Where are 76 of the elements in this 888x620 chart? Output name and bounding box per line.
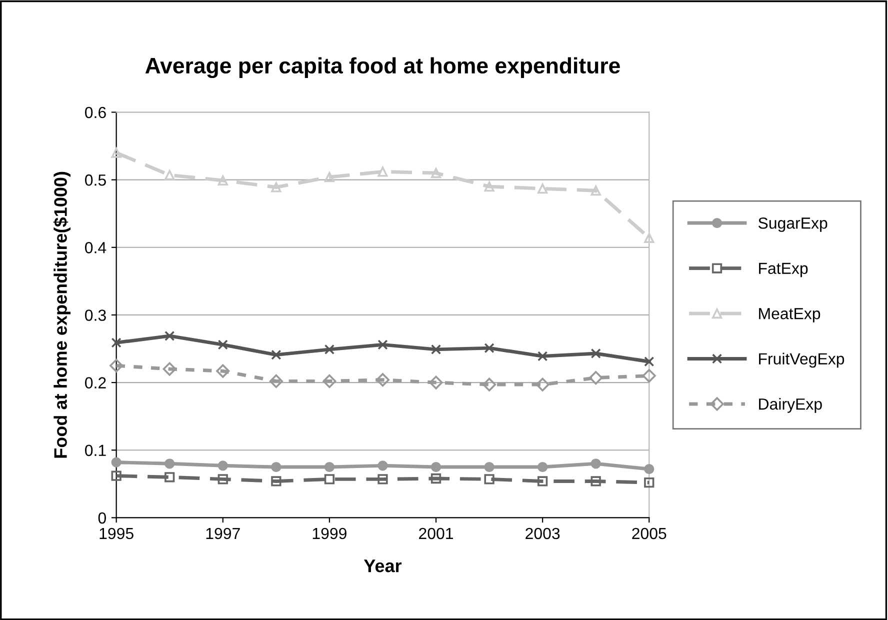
point [430, 462, 442, 472]
point [537, 184, 548, 194]
point [537, 476, 548, 486]
point [164, 458, 175, 469]
point [324, 474, 335, 484]
point [271, 350, 282, 360]
legend-label: MeatExp [759, 308, 820, 322]
point [429, 376, 443, 390]
point [111, 470, 122, 481]
point [644, 356, 654, 367]
point [164, 170, 175, 180]
point [111, 457, 122, 468]
point [484, 474, 494, 484]
point [537, 462, 548, 472]
y-tick-label: 0.1 [85, 444, 106, 456]
point [484, 181, 494, 192]
point [218, 474, 228, 484]
chart-title: Average per capita food at home expenditure [145, 57, 620, 78]
point [642, 368, 656, 383]
point [484, 462, 494, 472]
point [378, 474, 388, 484]
y-tick-label: 0.4 [85, 242, 106, 254]
x-tick-label: 2001 [419, 528, 453, 540]
legend-label: SugarExp [758, 217, 828, 232]
point [590, 476, 601, 486]
point [324, 172, 335, 182]
x-tick-label: 1995 [100, 528, 134, 540]
x-tick-label: 1997 [206, 528, 240, 540]
point [218, 175, 228, 186]
y-tick-label: 0.3 [85, 310, 106, 321]
point [271, 476, 282, 486]
point [164, 472, 175, 482]
y-axis-title: Food at home expenditure($1000) [53, 172, 71, 458]
point [376, 373, 390, 387]
y-tick-label: 0.5 [85, 174, 106, 186]
point [324, 462, 335, 472]
legend-label: FatExp [759, 262, 808, 278]
x-tick-label: 1999 [312, 528, 346, 540]
point [218, 460, 228, 471]
point [271, 462, 282, 472]
point [430, 168, 442, 178]
point [484, 343, 494, 354]
point [322, 374, 336, 388]
point [110, 358, 124, 372]
x-tick-label: 2003 [526, 528, 560, 540]
point [590, 348, 601, 359]
x-axis-title: Year [364, 560, 402, 572]
point [216, 364, 230, 378]
legend-label: DairyExp [759, 398, 822, 413]
point [590, 458, 601, 469]
point [378, 166, 388, 177]
point [269, 374, 283, 388]
point [378, 340, 388, 350]
point [164, 330, 175, 341]
point [590, 186, 601, 196]
point [644, 232, 654, 243]
point [218, 340, 228, 350]
point [644, 464, 654, 474]
point [644, 477, 654, 488]
point [537, 351, 548, 362]
point [271, 182, 282, 192]
y-tick-label: 0 [98, 512, 106, 524]
point [111, 338, 122, 348]
point [324, 344, 335, 354]
point [482, 378, 496, 392]
point [589, 371, 603, 385]
y-tick-label: 0.2 [85, 377, 106, 388]
point [536, 378, 550, 392]
point [430, 473, 442, 484]
legend-label: FruitVegExp [759, 352, 844, 368]
y-tick-label: 0.6 [85, 106, 106, 118]
point [111, 148, 122, 158]
x-tick-label: 2005 [632, 528, 666, 540]
point [378, 460, 388, 471]
point [430, 344, 442, 354]
point [162, 362, 176, 376]
